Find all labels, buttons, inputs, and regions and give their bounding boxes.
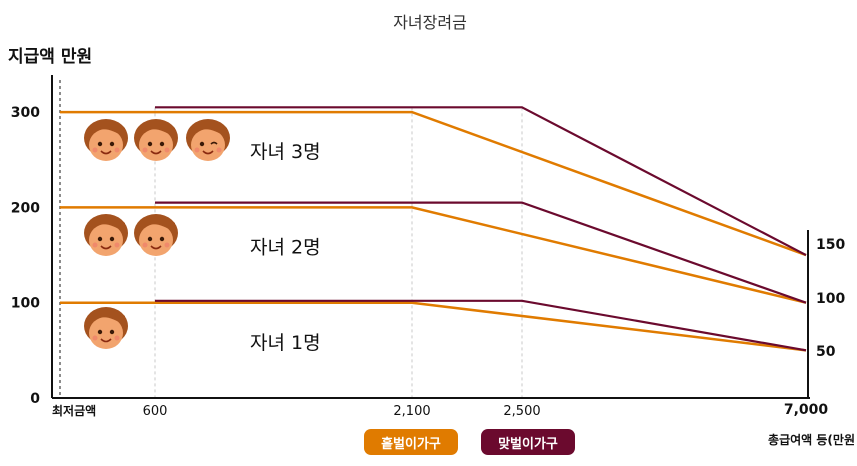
legend-single-earner: 홑벌이가구 [364,429,458,455]
child-face-icon [84,214,128,256]
children-count-label: 자녀 2명 [250,237,321,259]
children-count-label: 자녀 1명 [250,332,321,354]
x-tick-label: 7,000 [784,402,829,418]
single-earner-line [60,206,807,304]
y-tick-label: 100 [11,296,40,312]
child-face-icon [134,119,178,161]
end-value-label: 100 [816,291,845,307]
child-face-icon [84,119,128,161]
end-value-label: 50 [816,344,836,360]
y-tick-label: 200 [11,200,40,216]
end-value-label: 150 [816,237,845,253]
y-tick-label: 300 [11,105,40,121]
child-face-icon [134,214,178,256]
y-axis-label: 지급액 만원 [8,47,92,67]
dual-earner-line [155,201,807,304]
children-count-label: 자녀 3명 [250,141,321,163]
single-earner-line [60,301,807,352]
legend-dual-earner: 맞벌이가구 [481,429,575,455]
x-tick-label: 2,500 [503,404,540,419]
child-face-icon [186,119,230,161]
single-earner-line [60,110,807,257]
x-axis-label: 총급여액 등(만원 [768,432,855,447]
dual-earner-line [155,106,807,257]
x-tick-label: 최저금액 [52,403,96,418]
chart-title: 자녀장려금 [393,13,467,32]
x-tick-label: 2,100 [393,404,430,419]
dual-earner-line [155,299,807,352]
y-tick-label: 0 [30,391,40,407]
child-face-icon [84,307,128,349]
x-tick-label: 600 [143,404,168,419]
